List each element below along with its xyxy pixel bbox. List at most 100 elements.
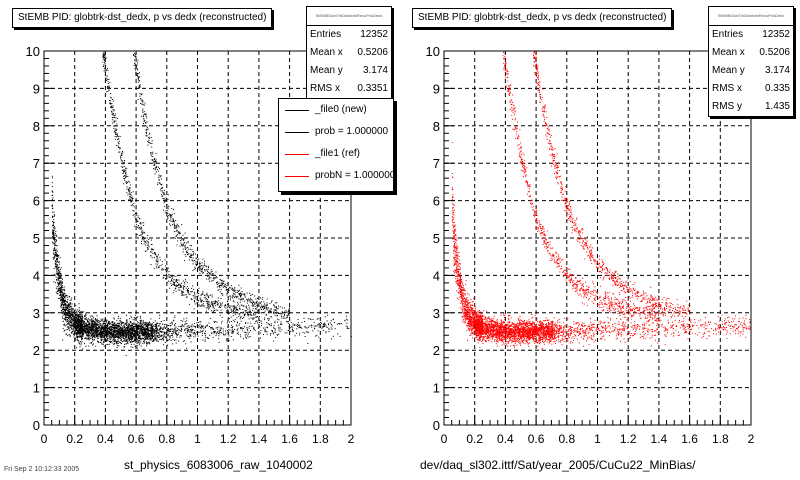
data-point <box>74 327 76 329</box>
data-point <box>91 320 93 322</box>
data-point <box>114 325 116 327</box>
data-point <box>143 329 145 331</box>
data-point <box>160 336 162 338</box>
data-point <box>134 325 136 327</box>
data-point <box>66 306 68 308</box>
data-point <box>139 331 141 333</box>
data-point <box>226 310 228 312</box>
data-point <box>131 332 132 334</box>
data-point <box>53 258 55 260</box>
data-point <box>71 328 72 330</box>
data-point <box>70 314 72 316</box>
data-point <box>162 323 163 325</box>
data-point <box>154 324 156 326</box>
data-point <box>324 322 326 324</box>
data-point <box>141 333 143 335</box>
data-point <box>130 201 132 203</box>
data-point <box>266 298 268 300</box>
data-point <box>140 327 142 329</box>
data-point <box>143 332 145 334</box>
data-point <box>55 253 57 255</box>
data-point <box>129 187 131 189</box>
data-point <box>128 324 130 326</box>
data-point <box>140 329 142 331</box>
data-point <box>156 256 158 258</box>
data-point <box>223 334 224 336</box>
data-point <box>70 322 72 324</box>
data-point <box>122 329 124 331</box>
data-point <box>117 323 119 324</box>
data-point <box>214 302 216 304</box>
data-point <box>205 298 207 300</box>
data-point <box>275 328 276 330</box>
data-point <box>183 239 185 241</box>
data-point <box>140 317 141 319</box>
data-point <box>253 317 255 319</box>
data-point <box>74 312 76 314</box>
data-point <box>168 271 170 273</box>
data-point <box>108 327 110 329</box>
data-point <box>238 284 240 286</box>
data-point <box>208 325 210 327</box>
data-point <box>175 330 177 332</box>
data-point <box>206 303 208 305</box>
data-point <box>191 249 193 250</box>
data-point <box>81 317 83 319</box>
data-point <box>198 327 200 329</box>
data-point <box>60 299 62 301</box>
data-point <box>169 337 171 339</box>
data-point <box>56 245 58 247</box>
data-point <box>299 324 301 326</box>
data-point <box>118 143 120 145</box>
data-point <box>186 282 188 284</box>
data-point <box>111 332 112 334</box>
data-point <box>55 251 57 253</box>
data-point <box>128 330 130 332</box>
data-point <box>145 338 147 340</box>
data-point <box>126 325 128 327</box>
data-point <box>51 199 53 201</box>
data-point <box>157 262 159 264</box>
data-point <box>52 231 54 233</box>
data-point <box>82 335 84 337</box>
data-point <box>154 253 156 255</box>
data-point <box>230 316 232 318</box>
data-point <box>51 204 53 206</box>
data-point <box>76 336 78 338</box>
data-point <box>112 105 114 107</box>
data-point <box>218 332 219 334</box>
data-point <box>142 108 144 110</box>
data-point <box>134 59 136 61</box>
data-point <box>112 337 114 339</box>
data-point <box>251 314 253 316</box>
data-point <box>176 279 178 281</box>
data-point <box>109 332 111 334</box>
data-point <box>63 307 64 309</box>
data-point <box>112 332 114 334</box>
data-point <box>106 80 108 82</box>
data-point <box>211 294 213 296</box>
data-point <box>81 319 83 321</box>
data-point <box>104 331 105 333</box>
data-point <box>136 340 138 342</box>
data-point <box>118 322 120 324</box>
data-point <box>103 51 105 53</box>
data-point <box>69 318 71 320</box>
data-point <box>162 338 163 340</box>
data-point <box>179 283 181 285</box>
data-point <box>139 323 141 325</box>
data-point <box>237 309 239 311</box>
data-point <box>157 332 159 334</box>
data-point <box>168 339 170 340</box>
data-point <box>61 298 63 300</box>
data-point <box>79 334 81 336</box>
data-point <box>156 264 158 266</box>
data-point <box>73 327 75 329</box>
data-point <box>286 321 288 323</box>
data-point <box>169 336 171 338</box>
data-point <box>207 299 209 301</box>
data-point <box>113 334 115 336</box>
data-point <box>120 331 122 333</box>
data-point <box>130 339 131 341</box>
data-point <box>108 328 110 330</box>
